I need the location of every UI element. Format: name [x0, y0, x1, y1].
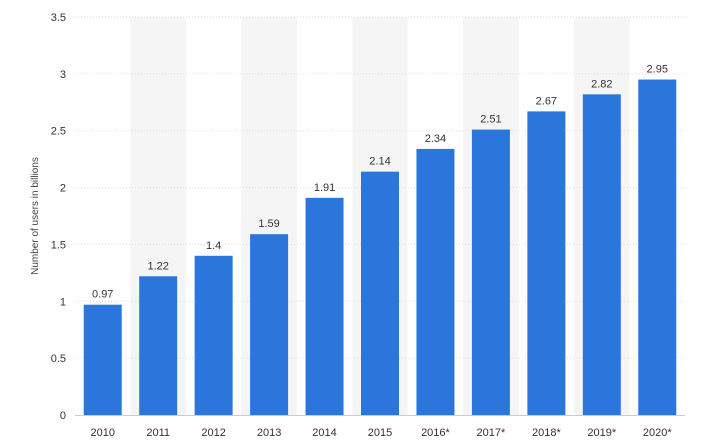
- bar-2010: [83, 304, 122, 415]
- bar-value-label: 2.67: [536, 95, 557, 107]
- bar-2020*: [638, 79, 677, 416]
- y-tick-label: 0.5: [51, 353, 66, 365]
- bar-value-label: 2.14: [369, 156, 390, 168]
- y-tick-label: 0: [60, 410, 66, 422]
- bar-2013: [250, 234, 289, 415]
- x-tick-label: 2016*: [421, 427, 450, 439]
- bar-value-label: 2.82: [591, 78, 612, 90]
- bar-2014: [305, 197, 344, 415]
- bar-2011: [139, 276, 178, 415]
- y-axis-tick-labels: 0 0.5 1 1.5 2 2.5 3 3.5: [51, 12, 66, 422]
- y-tick-label: 2: [60, 183, 66, 195]
- y-tick-label: 3.5: [51, 12, 66, 24]
- bar-value-label: 1.22: [147, 260, 168, 272]
- bar-value-label: 2.34: [425, 133, 446, 145]
- x-tick-label: 2018*: [532, 427, 561, 439]
- x-tick-label: 2019*: [587, 427, 616, 439]
- y-axis-title: Number of users in billions: [30, 157, 41, 275]
- bar-value-label: 0.97: [92, 289, 113, 301]
- x-tick-label: 2011: [146, 427, 170, 439]
- bar-2016*: [416, 148, 455, 415]
- y-tick-label: 3: [60, 69, 66, 81]
- y-tick-label: 2.5: [51, 126, 66, 138]
- x-tick-label: 2012: [201, 427, 225, 439]
- x-axis-tick-labels: 2010 2011 2012 2013 2014 2015 2016* 2017* 2018* 2…: [90, 427, 672, 439]
- y-tick-label: 1: [60, 296, 66, 308]
- x-tick-label: 2020*: [643, 427, 672, 439]
- x-tick-label: 2017*: [477, 427, 506, 439]
- bar-2012: [194, 255, 233, 415]
- x-tick-label: 2015: [368, 427, 392, 439]
- x-tick-label: 2010: [90, 427, 114, 439]
- bar-2018*: [527, 111, 566, 415]
- bar-value-labels: 0.97 1.22 1.4 1.59 1.91 2.14 2.34 2.51 2.67 2.82 2…: [92, 64, 668, 301]
- bar-value-label: 1.4: [206, 240, 221, 252]
- bars: [83, 79, 677, 416]
- y-tick-label: 1.5: [51, 239, 66, 251]
- x-tick-label: 2013: [257, 427, 281, 439]
- bar-2015: [361, 171, 399, 415]
- bar-2019*: [582, 94, 621, 415]
- x-tick-label: 2014: [312, 427, 336, 439]
- bar-value-label: 2.51: [480, 114, 501, 126]
- bar-value-label: 1.91: [314, 182, 335, 194]
- bar-value-label: 1.59: [258, 218, 279, 230]
- bar-2017*: [471, 129, 510, 415]
- bar-value-label: 2.95: [647, 64, 668, 76]
